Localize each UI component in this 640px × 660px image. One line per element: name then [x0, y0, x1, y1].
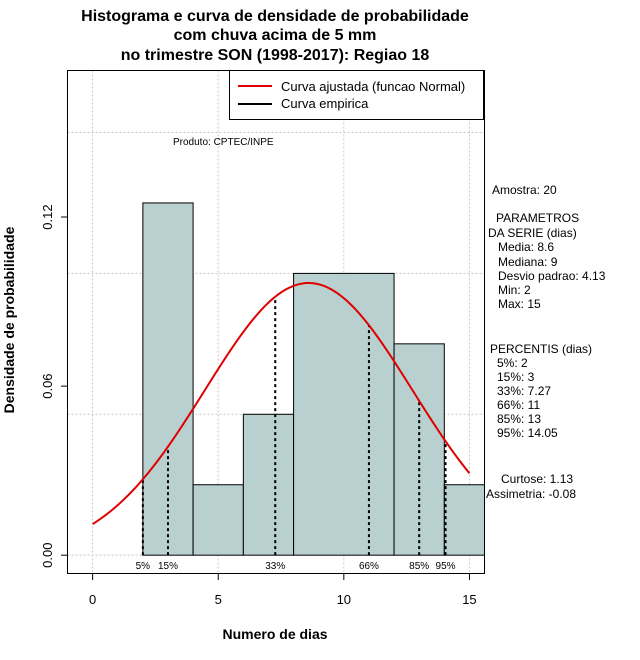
stat-percentis-header: PERCENTIS (dias): [490, 342, 592, 356]
percentile-label: 5%: [136, 561, 151, 572]
percentile-lines: 5% 15% 33% 66% 85% 95%: [136, 296, 456, 572]
percentile-label: 85%: [409, 561, 429, 572]
stat-curtose: Curtose: 1.13: [501, 472, 573, 486]
stat-assimetria: Assimetria: -0.08: [486, 487, 576, 501]
chart-title-line-1: Histograma e curva de densidade de proba…: [81, 8, 469, 25]
chart-title-line-3: no trimestre SON (1998-2017): Regiao 18: [121, 47, 430, 64]
y-tick-label: 0.00: [40, 543, 55, 568]
stat-params-header-1: PARAMETROS: [496, 211, 579, 225]
stat-p15: 15%: 3: [497, 370, 535, 384]
stat-p95: 95%: 14.05: [497, 426, 558, 440]
stat-min: Min: 2: [498, 283, 531, 297]
histogram-bar: [242, 413, 295, 556]
credit-text: Produto: CPTEC/INPE: [173, 137, 274, 148]
chart-title-line-2: com chuva acima de 5 mm: [174, 27, 377, 44]
x-tick-label: 0: [89, 592, 96, 607]
percentile-label: 33%: [265, 561, 285, 572]
x-axis-label: Numero de dias: [222, 626, 327, 642]
x-tick-label: 15: [462, 592, 476, 607]
histogram-bar: [293, 272, 395, 556]
y-tick-label: 0.12: [40, 204, 55, 229]
legend: Curva ajustada (funcao Normal) Curva emp…: [229, 70, 484, 120]
percentile-label: 15%: [158, 561, 178, 572]
stat-params-header-2: DA SERIE (dias): [488, 226, 577, 240]
x-axis: 0 5 10 15: [89, 573, 477, 607]
legend-box: [229, 70, 484, 120]
histogram-bar: [142, 202, 194, 556]
stat-p5: 5%: 2: [497, 356, 528, 370]
histogram-bars: [142, 202, 485, 556]
stat-desvio: Desvio padrao: 4.13: [498, 269, 606, 283]
percentile-label: 95%: [436, 561, 456, 572]
stat-p66: 66%: 11: [497, 398, 540, 412]
x-tick-label: 10: [337, 592, 351, 607]
stat-max: Max: 15: [498, 297, 541, 311]
statistics-panel: Amostra: 20 PARAMETROS DA SERIE (dias) M…: [486, 183, 606, 501]
histogram-bar: [192, 484, 244, 556]
y-tick-label: 0.06: [40, 373, 55, 398]
percentile-label: 66%: [359, 561, 379, 572]
stat-p85: 85%: 13: [497, 412, 541, 426]
legend-label-empirical: Curva empirica: [281, 96, 369, 111]
histogram-bar: [393, 343, 445, 556]
legend-label-normal: Curva ajustada (funcao Normal): [281, 79, 465, 94]
x-tick-label: 5: [215, 592, 222, 607]
y-axis-label: Densidade de probabilidade: [1, 226, 17, 413]
stat-mediana: Mediana: 9: [498, 255, 558, 269]
stat-amostra: Amostra: 20: [492, 183, 557, 197]
y-axis: 0.00 0.06 0.12: [40, 204, 68, 568]
stat-p33: 33%: 7.27: [497, 384, 551, 398]
stat-media: Media: 8.6: [498, 240, 554, 254]
histogram-bar: [443, 484, 485, 556]
normal-curve: [92, 281, 471, 525]
